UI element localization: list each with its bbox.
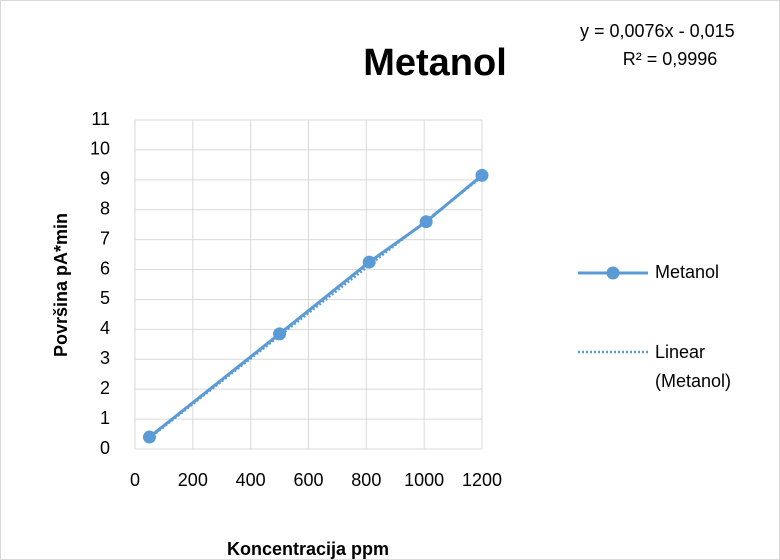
trend-equation: y = 0,0076x - 0,015 [580,21,735,41]
x-tick-label: 0 [130,470,140,490]
y-axis-title: Površina pA*min [51,213,71,357]
y-tick-label: 0 [100,438,110,458]
legend-label: Linear (Metanol) [655,342,732,391]
x-tick-label: 800 [351,470,381,490]
data-point [362,255,376,269]
x-tick-label: 400 [236,470,266,490]
y-tick-label: 7 [100,228,110,248]
data-point [419,215,433,229]
y-tick-label: 2 [100,378,110,398]
x-tick-label: 600 [293,470,323,490]
y-tick-label: 3 [100,348,110,368]
x-tick-label: 1200 [462,470,502,490]
y-tick-label: 9 [100,169,110,189]
x-tick-label: 1000 [404,470,444,490]
data-point [475,168,489,182]
trend-r2: R² = 0,9996 [623,49,718,69]
data-point [142,430,156,444]
y-tick-label: 5 [100,288,110,308]
y-tick-label: 6 [100,258,110,278]
y-tick-label: 8 [100,198,110,218]
y-tick-label: 11 [91,109,110,129]
chart-title: Metanol [363,42,507,84]
legend-marker [606,266,620,280]
legend-label: Metanol [655,262,719,282]
y-tick-label: 4 [100,318,110,338]
y-tick-label: 1 [100,408,110,428]
data-point [273,327,287,341]
y-tick-label: 10 [90,139,110,159]
x-tick-label: 200 [178,470,208,490]
x-axis-title: Koncentracija ppm [227,539,389,559]
